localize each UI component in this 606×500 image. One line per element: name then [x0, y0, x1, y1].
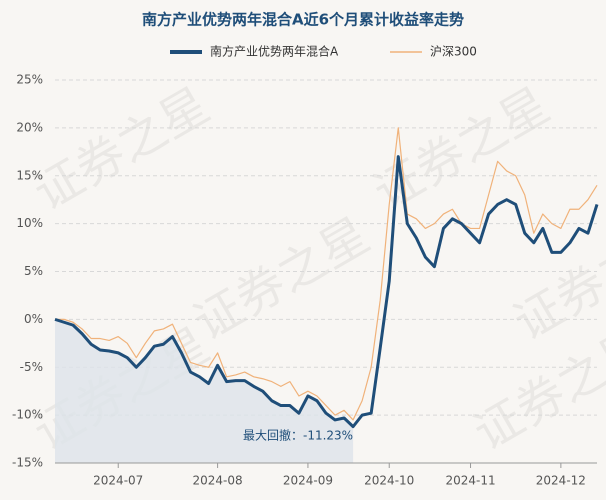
x-tick-label: 2024-08	[193, 474, 243, 488]
legend-label: 沪深300	[430, 45, 477, 59]
watermark: 证券之星	[185, 207, 379, 352]
drawdown-annotation: 最大回撤：-11.23%	[243, 428, 353, 443]
y-tick-label: -15%	[12, 456, 43, 470]
drawdown-area	[55, 319, 354, 463]
y-tick-label: 15%	[16, 168, 43, 182]
x-tick-label: 2024-11	[445, 474, 495, 488]
x-tick-label: 2024-09	[283, 474, 333, 488]
chart-title: 南方产业优势两年混合A近6个月累计收益率走势	[142, 11, 464, 29]
series-line	[55, 127, 598, 421]
legend-label: 南方产业优势两年混合A	[210, 44, 339, 59]
watermark: 证券之星	[25, 77, 219, 222]
y-tick-label: 0%	[24, 312, 43, 326]
series-line	[54, 155, 599, 429]
y-tick-label: -10%	[12, 408, 43, 422]
x-tick-label: 2024-10	[364, 474, 414, 488]
x-tick-label: 2024-07	[93, 474, 143, 488]
y-tick-label: 20%	[16, 120, 43, 134]
y-tick-label: 10%	[16, 216, 43, 230]
y-tick-label: -5%	[20, 360, 43, 374]
y-tick-label: 25%	[16, 73, 43, 87]
x-tick-label: 2024-12	[536, 474, 586, 488]
y-tick-label: 5%	[24, 264, 43, 278]
